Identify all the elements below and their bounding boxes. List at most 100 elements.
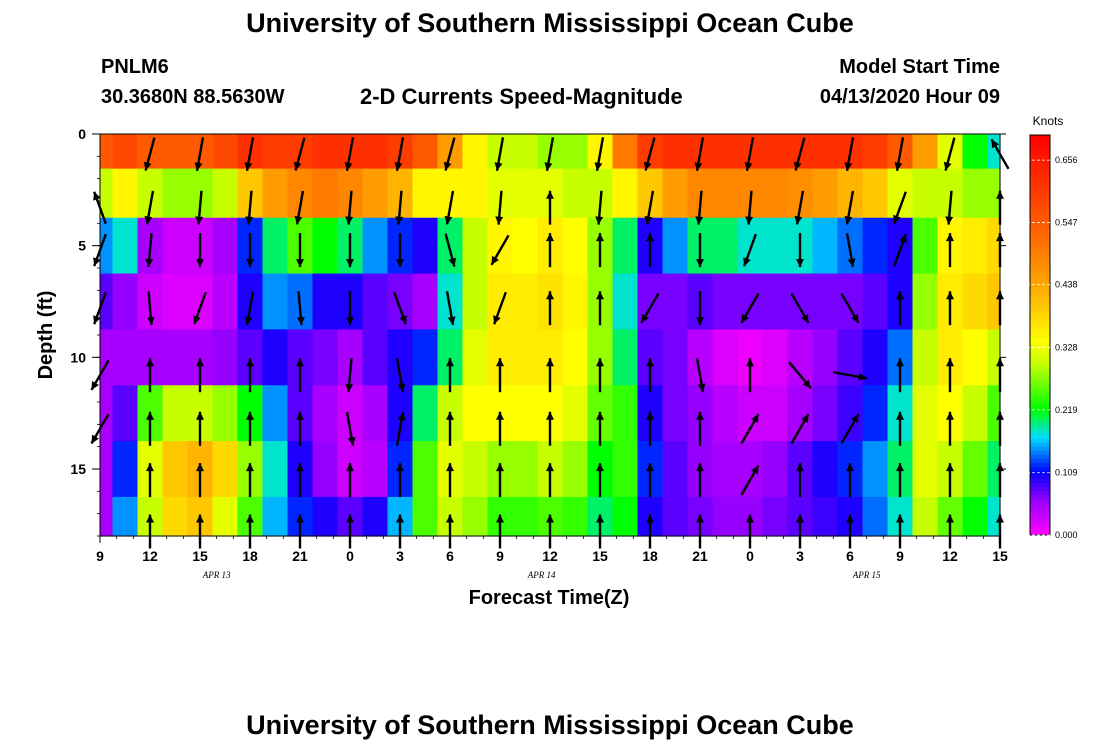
arrow-head: [296, 411, 304, 420]
colorbar-segment: [1030, 503, 1050, 508]
heatmap-cell: [812, 441, 839, 498]
heatmap-cell: [262, 134, 289, 170]
heatmap-cell: [487, 273, 514, 331]
colorbar-segment: [1030, 211, 1050, 216]
heatmap-cell: [912, 168, 939, 219]
arrow-head: [494, 162, 503, 171]
current-arrow: [496, 463, 504, 498]
heatmap-cell: [662, 496, 689, 537]
heatmap-cell: [462, 134, 489, 170]
current-arrow: [740, 464, 760, 496]
heatmap-cell: [362, 385, 389, 442]
heatmap-cell: [837, 385, 864, 442]
heatmap-cell: [887, 168, 914, 219]
colorbar-segment: [1030, 531, 1050, 536]
current-arrow: [294, 190, 305, 225]
heatmap-cell: [962, 441, 989, 498]
arrow-head: [196, 411, 204, 420]
current-arrow: [395, 358, 406, 393]
colorbar-segment: [1030, 423, 1050, 428]
colorbar-segment: [1030, 323, 1050, 328]
heatmap-cell: [612, 134, 639, 170]
current-arrow: [946, 233, 954, 268]
heatmap-cell: [412, 329, 439, 386]
arrow-head: [546, 291, 554, 300]
colorbar-segment: [1030, 375, 1050, 380]
heatmap-cell: [812, 385, 839, 442]
arrow-head: [946, 358, 954, 367]
date-label: APR 15: [852, 570, 881, 580]
arrow-head: [646, 411, 654, 420]
arrow-head: [796, 259, 804, 268]
current-arrow: [494, 137, 505, 172]
heatmap-cell: [212, 441, 239, 498]
colorbar-tick-label: 0.547: [1055, 217, 1078, 227]
current-arrow: [446, 411, 454, 446]
heatmap-cell: [112, 168, 139, 219]
colorbar-segment: [1030, 135, 1050, 140]
heatmap-cell: [712, 441, 739, 498]
colorbar: 0.656 0.547 0.438 0.328 0.219 0.109 0.000: [1027, 134, 1078, 540]
current-arrow: [246, 463, 254, 498]
arrow-head: [244, 162, 253, 171]
arrow-head: [496, 463, 504, 472]
current-arrow: [143, 137, 156, 171]
current-arrow: [194, 137, 205, 172]
arrow-head: [595, 216, 604, 225]
colorbar-segment: [1030, 315, 1050, 320]
arrow-head: [146, 358, 154, 367]
colorbar-segment: [1030, 271, 1050, 276]
colorbar-segment: [1030, 447, 1050, 452]
arrow-head: [296, 514, 304, 523]
heatmap-cell: [612, 385, 639, 442]
current-arrow: [946, 463, 954, 498]
heatmap-cell: [912, 496, 939, 537]
colorbar-segment: [1030, 455, 1050, 460]
colorbar-segment: [1030, 459, 1050, 464]
arrow-head: [397, 383, 406, 392]
heatmap-cell: [762, 134, 789, 170]
current-arrow: [640, 292, 660, 324]
arrow-head: [396, 514, 404, 523]
colorbar-segment: [1030, 263, 1050, 268]
arrow-head: [844, 215, 853, 225]
current-arrow: [788, 361, 812, 389]
colorbar-segment: [1030, 439, 1050, 444]
current-arrow: [945, 190, 954, 225]
colorbar-segment: [1030, 491, 1050, 496]
colorbar-segment: [1030, 479, 1050, 484]
colorbar-segment: [1030, 163, 1050, 168]
arrow-head: [296, 316, 305, 326]
current-arrow: [790, 413, 810, 445]
colorbar-segment: [1030, 219, 1050, 224]
arrow-head: [196, 514, 204, 523]
y-tick-label: 15: [70, 461, 86, 477]
colorbar-segment: [1030, 507, 1050, 512]
current-arrow: [296, 233, 304, 268]
current-arrow: [496, 358, 504, 393]
heatmap-cell: [812, 273, 839, 331]
heatmap-cell: [462, 441, 489, 498]
heatmap-cell: [562, 441, 589, 498]
date-label: APR 14: [527, 570, 556, 580]
arrow-head: [296, 259, 304, 268]
heatmap-cell: [187, 273, 214, 331]
arrow-head: [946, 411, 954, 420]
heatmap-cell: [762, 329, 789, 386]
current-arrow: [740, 413, 760, 445]
colorbar-segment: [1030, 187, 1050, 192]
arrow-head: [896, 463, 904, 472]
colorbar-segment: [1030, 139, 1050, 144]
heatmap-cell: [100, 496, 114, 537]
heatmap-cell: [312, 329, 339, 386]
current-arrow: [845, 233, 856, 268]
heatmap-cell: [100, 385, 114, 442]
heatmap-cell: [412, 273, 439, 331]
page-footer-title: University of Southern Mississippi Ocean…: [246, 710, 854, 740]
heatmap-cell: [662, 385, 689, 442]
heatmap-cell: [387, 273, 414, 331]
arrow-head: [146, 514, 154, 523]
colorbar-segment: [1030, 371, 1050, 376]
current-arrow: [145, 233, 154, 268]
arrow-head: [896, 291, 904, 300]
